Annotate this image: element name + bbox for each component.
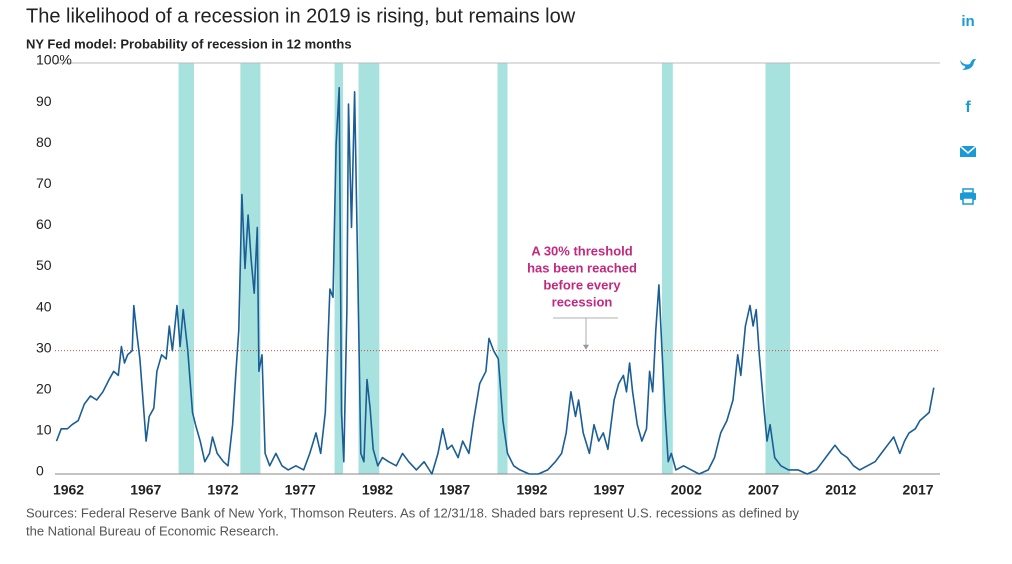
y-tick-label: 30 bbox=[36, 339, 52, 355]
y-tick-label: 70 bbox=[36, 175, 52, 191]
source-note: the National Bureau of Economic Research… bbox=[26, 523, 279, 538]
x-tick-label: 1987 bbox=[439, 482, 470, 498]
x-tick-label: 1977 bbox=[285, 482, 316, 498]
x-tick-label: 2012 bbox=[825, 482, 856, 498]
y-tick-label: 0 bbox=[36, 463, 44, 479]
twitter-icon[interactable] bbox=[960, 58, 976, 70]
print-icon[interactable] bbox=[960, 188, 976, 205]
x-tick-label: 1972 bbox=[207, 482, 238, 498]
x-tick-label: 1997 bbox=[594, 482, 625, 498]
recession-band bbox=[334, 63, 344, 474]
annotation-text: has been reached bbox=[527, 260, 637, 275]
annotation-text: before every bbox=[543, 277, 621, 292]
annotation-text: recession bbox=[552, 294, 613, 309]
y-tick-label: 60 bbox=[36, 216, 52, 232]
email-icon[interactable] bbox=[959, 145, 977, 157]
x-tick-label: 2007 bbox=[748, 482, 779, 498]
x-tick-label: 1967 bbox=[130, 482, 161, 498]
recession-band bbox=[240, 63, 261, 474]
recession-band bbox=[661, 63, 673, 474]
probability-line bbox=[55, 86, 935, 475]
y-tick-label: 90 bbox=[36, 93, 52, 109]
source-note: Sources: Federal Reserve Bank of New Yor… bbox=[26, 505, 799, 520]
y-tick-label: 80 bbox=[36, 134, 52, 150]
annotation-arrowhead bbox=[583, 344, 589, 350]
x-tick-label: 2017 bbox=[902, 482, 933, 498]
y-tick-label: 40 bbox=[36, 298, 52, 314]
recession-band bbox=[178, 63, 195, 474]
annotation-text: A 30% threshold bbox=[531, 243, 632, 258]
recession-band bbox=[765, 63, 791, 474]
y-tick-label: 10 bbox=[36, 422, 52, 438]
recession-band bbox=[497, 63, 508, 474]
facebook-icon[interactable]: f bbox=[965, 99, 971, 116]
x-tick-label: 1982 bbox=[362, 482, 393, 498]
x-tick-label: 2002 bbox=[671, 482, 702, 498]
y-tick-label: 50 bbox=[36, 257, 52, 273]
chart-subtitle: NY Fed model: Probability of recession i… bbox=[26, 36, 352, 51]
chart-title: The likelihood of a recession in 2019 is… bbox=[26, 5, 576, 27]
linkedin-icon[interactable]: in bbox=[961, 13, 974, 30]
y-tick-label: 20 bbox=[36, 381, 52, 397]
y-tick-label: 100% bbox=[36, 52, 72, 68]
x-tick-label: 1992 bbox=[516, 482, 547, 498]
recession-band bbox=[358, 63, 380, 474]
x-tick-label: 1962 bbox=[53, 482, 84, 498]
